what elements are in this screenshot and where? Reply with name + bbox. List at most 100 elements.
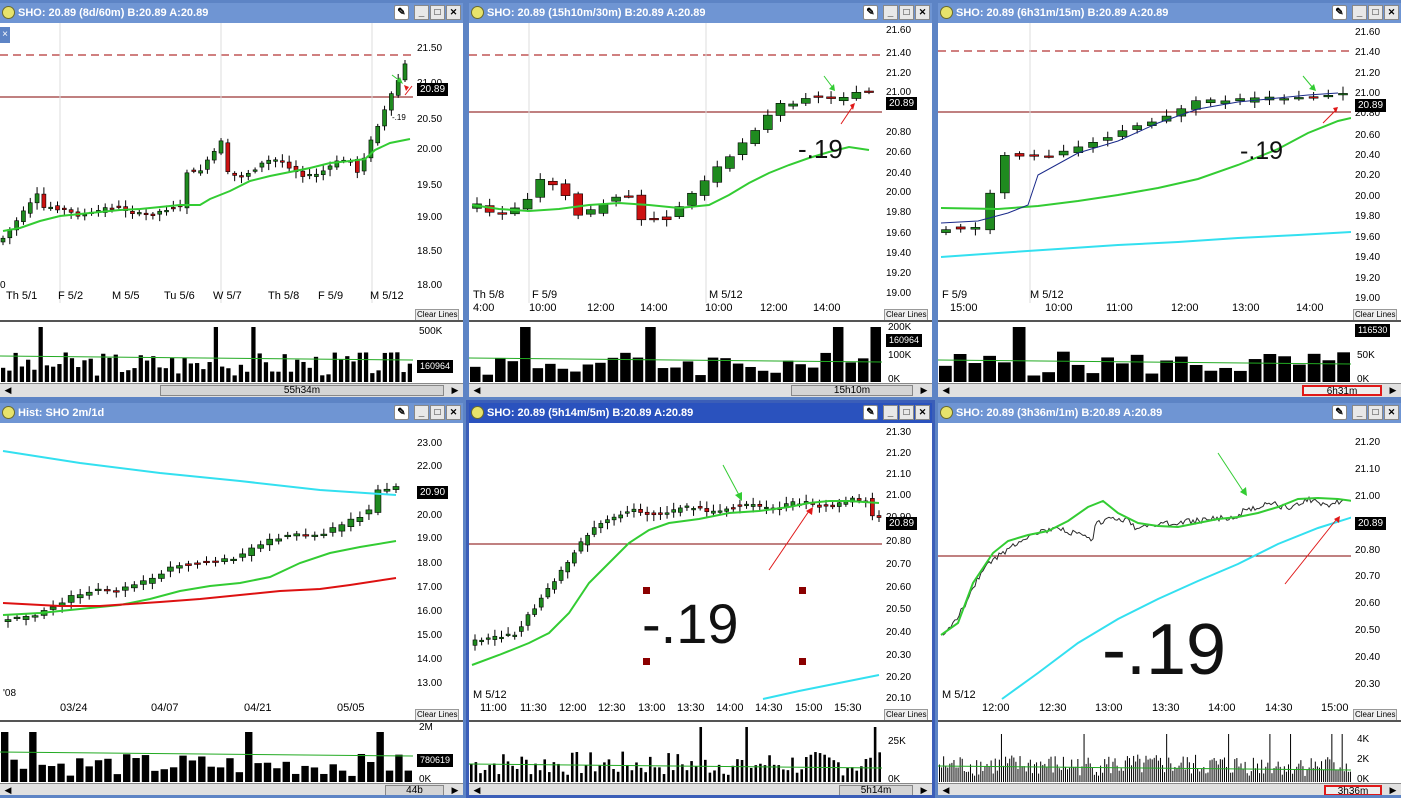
scroll-right-icon[interactable]: ▶	[1389, 785, 1397, 795]
candles	[0, 59, 408, 246]
volume-bar	[520, 756, 524, 782]
horizontal-scrollbar[interactable]: ◀ 6h31m ▶	[938, 383, 1401, 397]
candle	[314, 173, 319, 177]
close-icon[interactable]: ✕	[446, 5, 461, 20]
chart-window-3h36m-1m[interactable]: SHO: 20.89 (3h36m/1m) B:20.89 A:20.89 ✎ …	[935, 400, 1401, 798]
candle	[649, 218, 659, 221]
scroll-thumb[interactable]: 15h10m	[791, 385, 913, 396]
volume-bar	[607, 759, 611, 782]
close-icon[interactable]: ✕	[915, 5, 930, 20]
close-icon[interactable]: ✕	[446, 405, 461, 420]
chart-window-6h31m-15m[interactable]: SHO: 20.89 (6h31m/15m) B:20.89 A:20.89 ✎…	[935, 0, 1401, 400]
close-icon[interactable]: ✕	[1384, 5, 1399, 20]
close-tab-icon[interactable]: ×	[0, 27, 10, 43]
scroll-left-icon[interactable]: ◀	[942, 785, 950, 795]
window-title-bar[interactable]: SHO: 20.89 (3h36m/1m) B:20.89 A:20.89 ✎ …	[938, 403, 1401, 423]
minimize-icon[interactable]: _	[1352, 5, 1367, 20]
candle	[856, 498, 862, 501]
volume-bar	[1192, 763, 1194, 782]
annotation-text[interactable]: -.19	[642, 592, 739, 655]
candle	[1294, 97, 1304, 100]
horizontal-scrollbar[interactable]: ◀ 15h10m ▶	[469, 383, 932, 397]
scroll-thumb[interactable]: 55h34m	[160, 385, 444, 396]
tool-icon[interactable]: ✎	[863, 405, 878, 420]
candle	[185, 563, 192, 566]
price-chart[interactable]	[469, 423, 882, 703]
scroll-thumb[interactable]: 3h36m	[1324, 785, 1382, 795]
volume-bar	[1186, 757, 1188, 782]
maximize-icon[interactable]: □	[430, 5, 445, 20]
window-title-bar[interactable]: SHO: 20.89 (6h31m/15m) B:20.89 A:20.89 ✎…	[938, 3, 1401, 23]
annotation-text[interactable]: -.19	[1102, 610, 1227, 690]
scroll-left-icon[interactable]: ◀	[473, 785, 481, 795]
chart-window-hist-2m-1d[interactable]: Hist: SHO 2m/1d ✎ _ □ ✕ 23.00 22.00 20.0…	[0, 400, 466, 798]
scroll-left-icon[interactable]: ◀	[4, 385, 12, 395]
app-logo-icon	[2, 6, 15, 19]
chart-window-5h14m-5m[interactable]: SHO: 20.89 (5h14m/5m) B:20.89 A:20.89 ✎ …	[466, 400, 935, 798]
price-chart[interactable]	[0, 23, 413, 303]
scroll-thumb[interactable]: 44b	[385, 785, 444, 795]
chart-window-8d-60m[interactable]: SHO: 20.89 (8d/60m) B:20.89 A:20.89 ✎ _ …	[0, 0, 466, 400]
volume-bar	[497, 774, 501, 782]
scroll-left-icon[interactable]: ◀	[4, 785, 12, 795]
volume-bar	[1277, 761, 1279, 782]
tool-icon[interactable]: ✎	[863, 5, 878, 20]
price-chart[interactable]	[469, 23, 882, 303]
tool-icon[interactable]: ✎	[1332, 405, 1347, 420]
volume-bar	[376, 732, 384, 782]
window-title-bar[interactable]: SHO: 20.89 (15h10m/30m) B:20.89 A:20.89 …	[469, 3, 932, 23]
scroll-right-icon[interactable]: ▶	[1389, 385, 1397, 395]
price-chart[interactable]	[938, 23, 1351, 303]
horizontal-scrollbar[interactable]: ◀ 55h34m ▶	[0, 383, 463, 397]
candle	[631, 508, 637, 512]
price-chart[interactable]	[0, 423, 413, 703]
window-title-bar[interactable]: Hist: SHO 2m/1d ✎ _ □ ✕	[0, 403, 463, 423]
candle	[1088, 142, 1098, 148]
scroll-thumb[interactable]: 5h14m	[839, 785, 913, 795]
volume-bar	[488, 765, 491, 782]
maximize-icon[interactable]: □	[1368, 405, 1383, 420]
horizontal-scrollbar[interactable]: ◀ 44b ▶	[0, 783, 463, 795]
scroll-right-icon[interactable]: ▶	[451, 785, 459, 795]
scroll-left-icon[interactable]: ◀	[942, 385, 950, 395]
volume-bar	[1347, 771, 1349, 782]
volume-bar	[1104, 759, 1106, 782]
volume-bar	[94, 375, 100, 382]
volume-bar	[807, 367, 819, 382]
close-icon[interactable]: ✕	[915, 405, 930, 420]
horizontal-scrollbar[interactable]: ◀ 3h36m ▶	[938, 783, 1401, 795]
scroll-thumb[interactable]: 6h31m	[1302, 385, 1382, 397]
maximize-icon[interactable]: □	[1368, 5, 1383, 20]
candle	[697, 506, 703, 509]
candle	[757, 503, 763, 507]
volume-bar	[607, 357, 619, 382]
scroll-left-icon[interactable]: ◀	[473, 385, 481, 395]
volume-bar	[809, 754, 813, 782]
window-title-bar[interactable]: SHO: 20.89 (8d/60m) B:20.89 A:20.89 ✎ _ …	[0, 3, 463, 23]
scroll-right-icon[interactable]: ▶	[451, 385, 459, 395]
maximize-icon[interactable]: □	[899, 405, 914, 420]
minimize-icon[interactable]: _	[414, 5, 429, 20]
minimize-icon[interactable]: _	[883, 5, 898, 20]
maximize-icon[interactable]: □	[430, 405, 445, 420]
tool-icon[interactable]: ✎	[394, 5, 409, 20]
horizontal-scrollbar[interactable]: ◀ 5h14m ▶	[469, 783, 932, 795]
scroll-right-icon[interactable]: ▶	[920, 785, 928, 795]
x-tick: Th 5/8	[268, 290, 300, 302]
minimize-icon[interactable]: _	[414, 405, 429, 420]
tool-icon[interactable]: ✎	[394, 405, 409, 420]
window-title-bar[interactable]: SHO: 20.89 (5h14m/5m) B:20.89 A:20.89 ✎ …	[469, 403, 932, 423]
close-icon[interactable]: ✕	[1384, 405, 1399, 420]
minimize-icon[interactable]: _	[1352, 405, 1367, 420]
scroll-right-icon[interactable]: ▶	[920, 385, 928, 395]
maximize-icon[interactable]: □	[899, 5, 914, 20]
volume-bar	[580, 773, 583, 782]
price-chart[interactable]	[938, 423, 1351, 703]
tool-icon[interactable]: ✎	[1332, 5, 1347, 20]
volume-bar	[616, 771, 620, 782]
x-tick: 12:00	[982, 702, 1010, 714]
chart-window-15h10m-30m[interactable]: SHO: 20.89 (15h10m/30m) B:20.89 A:20.89 …	[466, 0, 935, 400]
volume-bar	[1279, 766, 1281, 782]
volume-bar	[595, 362, 606, 382]
minimize-icon[interactable]: _	[883, 405, 898, 420]
